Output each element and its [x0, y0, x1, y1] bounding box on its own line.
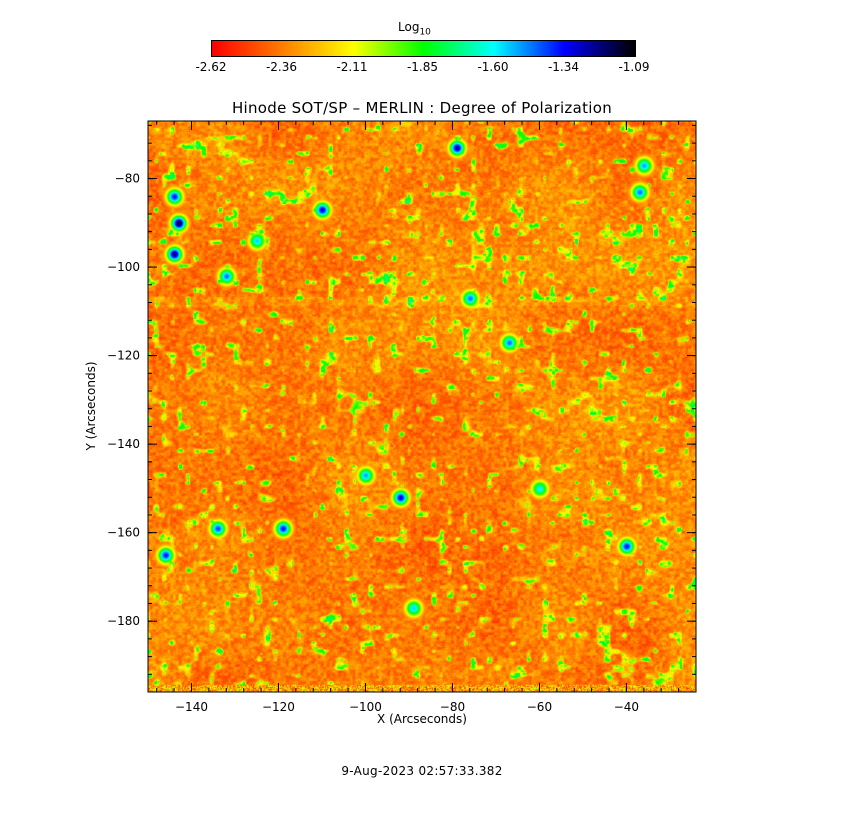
y-tick-label: −160: [107, 526, 140, 540]
x-axis-label: X (Arcseconds): [377, 712, 467, 726]
colorbar-tick-label: -1.34: [547, 60, 580, 74]
colorbar: [211, 40, 636, 57]
y-tick-label: −80: [115, 172, 140, 186]
y-tick-label: −180: [107, 614, 140, 628]
y-tick-label: −140: [107, 437, 140, 451]
timestamp: 9-Aug-2023 02:57:33.382: [341, 764, 503, 778]
colorbar-tick-label: -2.36: [265, 60, 298, 74]
colorbar-title: Log10: [398, 20, 431, 37]
y-tick-label: −120: [107, 349, 140, 363]
colorbar-tick-label: -1.09: [618, 60, 650, 74]
colorbar-tick-label: -2.11: [336, 60, 368, 74]
heatmap-image: [148, 121, 696, 692]
colorbar-tick-label: -1.85: [406, 60, 439, 74]
colorbar-tick-label: -2.62: [195, 60, 227, 74]
colorbar-title-main: Log: [398, 20, 420, 34]
y-tick-label: −100: [107, 260, 140, 274]
y-axis-label: Y (Arcseconds): [84, 361, 98, 451]
colorbar-title-subscript: 10: [419, 27, 431, 38]
plot-title: Hinode SOT/SP – MERLIN : Degree of Polar…: [231, 99, 613, 117]
colorbar-tick-label: -1.60: [477, 60, 509, 74]
